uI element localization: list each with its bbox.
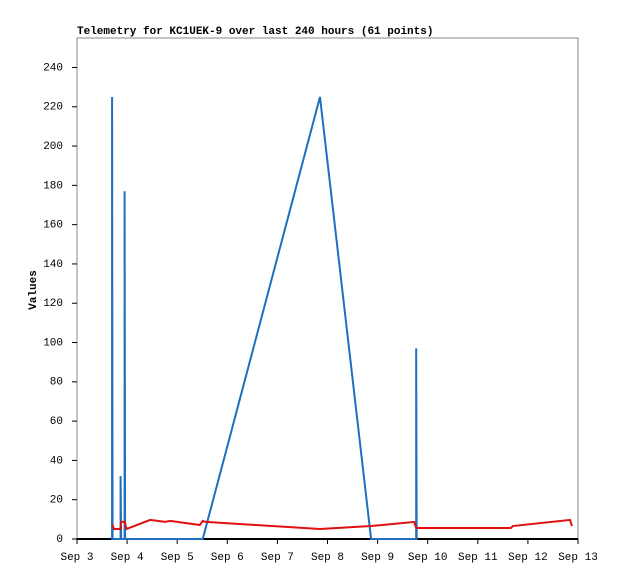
y-tick-label: 160 (43, 220, 63, 232)
x-tick-label: Sep 6 (211, 552, 244, 564)
x-tick-label: Sep 12 (508, 552, 548, 564)
y-tick-label: 180 (43, 180, 63, 192)
plot-frame (76, 37, 579, 540)
y-tick-label: 220 (43, 102, 63, 114)
x-tick-label: Sep 5 (161, 552, 194, 564)
y-tick-label: 240 (43, 62, 63, 74)
series-line (111, 96, 418, 540)
x-tick-label: Sep 10 (408, 552, 448, 564)
y-tick-label: 140 (43, 259, 63, 271)
x-tick-label: Sep 4 (111, 552, 144, 564)
y-tick-label: 40 (50, 455, 63, 467)
y-tick-label: 0 (56, 534, 63, 546)
y-tick-label: 120 (43, 298, 63, 310)
y-tick-label: 100 (43, 337, 63, 349)
x-tick-label: Sep 13 (558, 552, 598, 564)
chart-title: Telemetry for KC1UEK-9 over last 240 hou… (77, 26, 433, 38)
x-tick-label: Sep 3 (60, 552, 93, 564)
x-tick-label: Sep 11 (458, 552, 498, 564)
y-tick-label: 200 (43, 141, 63, 153)
y-tick-label: 20 (50, 495, 63, 507)
y-tick-label: 60 (50, 416, 63, 428)
x-tick-label: Sep 9 (361, 552, 394, 564)
x-tick-label: Sep 8 (311, 552, 344, 564)
x-tick-label: Sep 7 (261, 552, 294, 564)
series-line (111, 518, 573, 531)
y-tick-label: 80 (50, 377, 63, 389)
y-axis-label: Values (28, 270, 40, 310)
